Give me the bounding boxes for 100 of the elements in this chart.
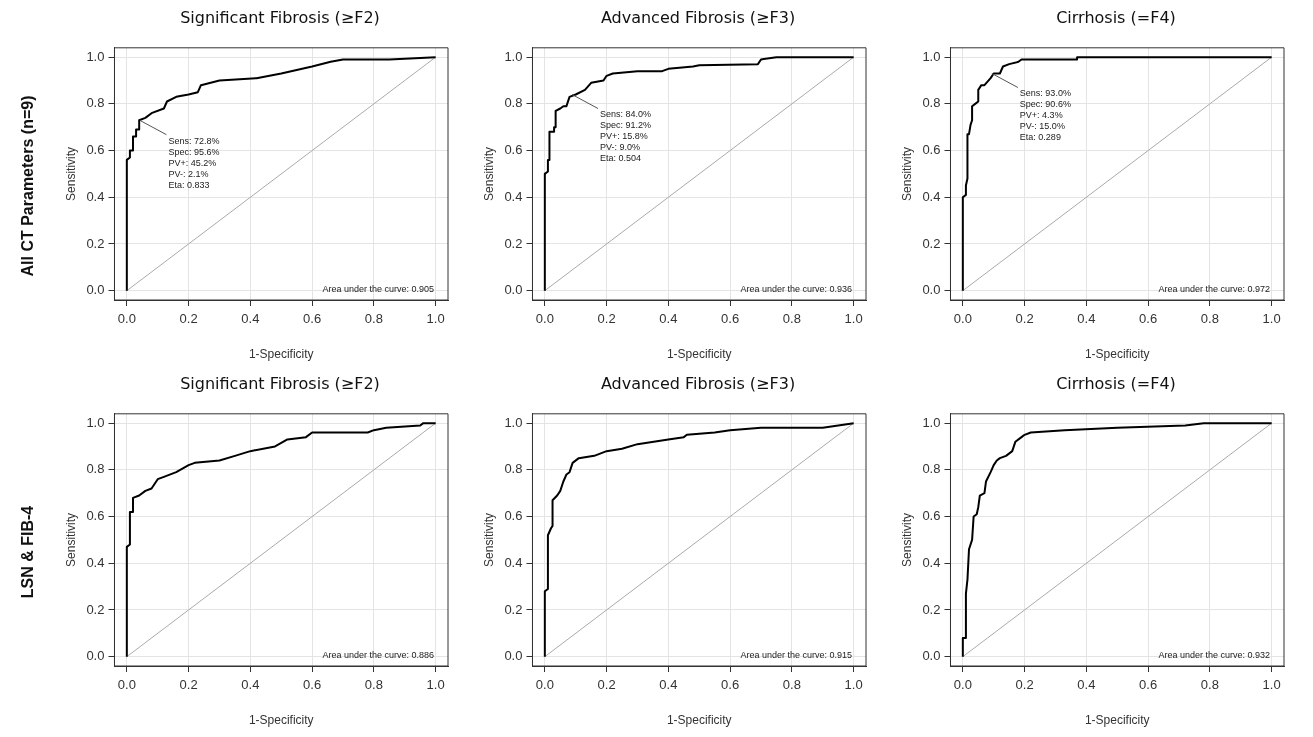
y-tick-label: 0.0	[922, 648, 941, 664]
y-axis-title: Sensitivity	[481, 512, 496, 567]
x-tick-label: 0.2	[597, 677, 616, 693]
annotation: Area under the curve: 0.905	[322, 283, 434, 294]
x-tick-label: 0.2	[179, 311, 198, 327]
y-tick-label: 0.6	[504, 508, 523, 524]
y-tick-label: 0.4	[504, 188, 523, 204]
x-tick-label: 0.0	[535, 677, 554, 693]
y-tick-label: 1.0	[504, 414, 523, 430]
y-tick-label: 0.2	[504, 601, 523, 617]
y-tick-label: 0.8	[86, 461, 105, 477]
x-axis-title: 1-Specificity	[248, 713, 314, 728]
x-tick-label: 0.6	[1139, 311, 1158, 327]
x-tick-label: 1.0	[1262, 677, 1281, 693]
x-tick-label: 0.0	[117, 311, 136, 327]
chart-title: Cirrhosis (=F4)	[1055, 374, 1177, 393]
y-tick-label: 1.0	[922, 414, 941, 430]
annotation: Area under the curve: 0.936	[740, 283, 852, 294]
x-tick-label: 0.0	[117, 677, 136, 693]
x-tick-label: 1.0	[844, 677, 863, 693]
x-tick-label: 0.2	[1015, 311, 1034, 327]
annotation: Area under the curve: 0.886	[322, 649, 434, 660]
x-axis-title: 1-Specificity	[666, 713, 732, 728]
x-tick-label: 0.0	[953, 677, 972, 693]
y-axis-title: Sensitivity	[481, 146, 496, 201]
chart-title: Significant Fibrosis (≥F2)	[179, 8, 381, 27]
y-tick-label: 0.2	[504, 235, 523, 251]
y-axis-title: Sensitivity	[899, 512, 914, 567]
y-tick-label: 0.2	[86, 235, 105, 251]
annotation: Area under the curve: 0.915	[740, 649, 852, 660]
x-axis-title: 1-Specificity	[666, 347, 732, 362]
x-tick-label: 1.0	[426, 677, 445, 693]
y-tick-label: 0.8	[504, 461, 523, 477]
y-tick-label: 0.0	[504, 282, 523, 298]
annotation: Sens: 84.0% Spec: 91.2% PV+: 15.8% PV-: 9.0% Eta: 0.504	[600, 109, 652, 164]
x-tick-label: 0.2	[179, 677, 198, 693]
annotation: Sens: 93.0% Spec: 90.6% PV+: 4.3% PV-: 15.0% Eta: 0.289	[1019, 88, 1071, 143]
y-tick-label: 0.6	[922, 142, 941, 158]
x-tick-label: 0.8	[1200, 311, 1219, 327]
y-tick-label: 0.0	[86, 282, 105, 298]
x-axis-title: 1-Specificity	[1084, 347, 1150, 362]
y-tick-label: 0.8	[504, 95, 523, 111]
y-tick-label: 0.8	[86, 95, 105, 111]
y-tick-label: 0.4	[86, 554, 105, 570]
x-tick-label: 0.2	[1015, 677, 1034, 693]
x-tick-label: 0.4	[659, 311, 678, 327]
annotation: Area under the curve: 0.932	[1158, 649, 1270, 660]
y-tick-label: 1.0	[86, 414, 105, 430]
y-tick-label: 0.2	[86, 601, 105, 617]
x-tick-label: 0.8	[364, 311, 383, 327]
text: LSN & FIB-4	[19, 505, 37, 599]
chart-title: Cirrhosis (=F4)	[1055, 8, 1177, 27]
y-tick-label: 0.4	[86, 188, 105, 204]
y-tick-label: 1.0	[504, 48, 523, 64]
x-tick-label: 0.8	[782, 677, 801, 693]
y-tick-label: 0.6	[504, 142, 523, 158]
x-tick-label: 0.8	[782, 311, 801, 327]
chart-title: Advanced Fibrosis (≥F3)	[599, 374, 797, 393]
y-tick-label: 0.4	[922, 554, 941, 570]
y-tick-label: 0.6	[86, 142, 105, 158]
x-tick-label: 0.2	[597, 311, 616, 327]
x-tick-label: 0.4	[241, 311, 260, 327]
x-axis-title: 1-Specificity	[1084, 713, 1150, 728]
y-tick-label: 0.8	[922, 95, 941, 111]
x-tick-label: 0.6	[721, 311, 740, 327]
x-tick-label: 1.0	[844, 311, 863, 327]
chart-title: Advanced Fibrosis (≥F3)	[599, 8, 797, 27]
x-tick-label: 0.6	[303, 311, 322, 327]
text: All CT Parameters (n=9)	[19, 95, 37, 277]
x-tick-label: 0.4	[1077, 677, 1096, 693]
x-tick-label: 0.0	[535, 311, 554, 327]
x-axis-title: 1-Specificity	[248, 347, 314, 362]
y-axis-title: Sensitivity	[63, 512, 78, 567]
y-tick-label: 0.0	[922, 282, 941, 298]
annotation: Area under the curve: 0.972	[1158, 283, 1270, 294]
y-tick-label: 0.2	[922, 601, 941, 617]
y-tick-label: 0.0	[504, 648, 523, 664]
chart-title: Significant Fibrosis (≥F2)	[179, 374, 381, 393]
y-tick-label: 0.4	[922, 188, 941, 204]
y-tick-label: 0.8	[922, 461, 941, 477]
x-tick-label: 0.4	[241, 677, 260, 693]
y-tick-label: 0.2	[922, 235, 941, 251]
y-tick-label: 1.0	[86, 48, 105, 64]
y-tick-label: 0.0	[86, 648, 105, 664]
y-tick-label: 1.0	[922, 48, 941, 64]
x-tick-label: 0.6	[1139, 677, 1158, 693]
y-tick-label: 0.6	[922, 508, 941, 524]
y-tick-label: 0.6	[86, 508, 105, 524]
y-axis-title: Sensitivity	[899, 146, 914, 201]
x-tick-label: 1.0	[1262, 311, 1281, 327]
y-axis-title: Sensitivity	[63, 146, 78, 201]
annotation: Sens: 72.8% Spec: 95.6% PV+: 45.2% PV-: 2.1% Eta: 0.833	[168, 135, 220, 190]
x-tick-label: 0.0	[953, 311, 972, 327]
x-tick-label: 1.0	[426, 311, 445, 327]
y-tick-label: 0.4	[504, 554, 523, 570]
x-tick-label: 0.6	[721, 677, 740, 693]
x-tick-label: 0.4	[1077, 311, 1096, 327]
x-tick-label: 0.4	[659, 677, 678, 693]
x-tick-label: 0.8	[364, 677, 383, 693]
x-tick-label: 0.8	[1200, 677, 1219, 693]
